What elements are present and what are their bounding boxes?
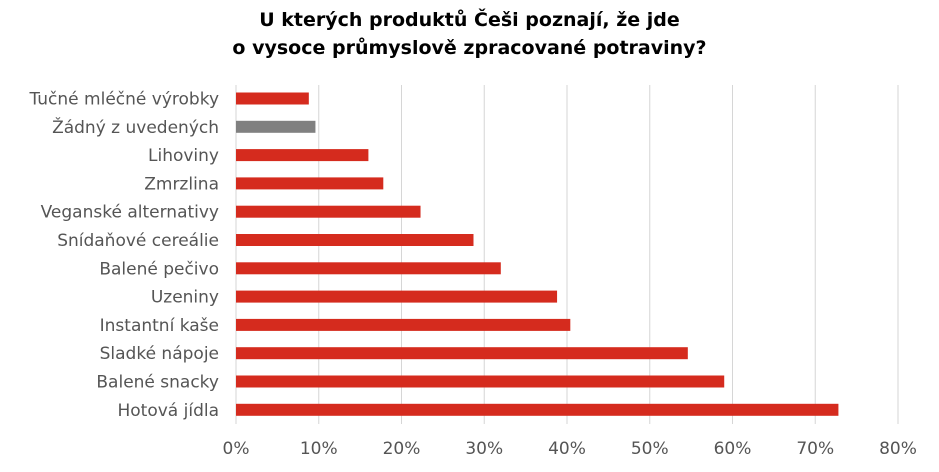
bar (236, 234, 474, 246)
bar (236, 92, 309, 105)
x-tick-label: 30% (465, 439, 503, 459)
bar (236, 290, 558, 303)
category-label: Zmrzlina (144, 174, 219, 194)
x-tick-label: 10% (300, 439, 338, 459)
category-label: Tučné mléčné výrobky (28, 90, 219, 110)
x-tick-label: 20% (383, 439, 421, 459)
gridlines (235, 85, 899, 424)
chart-title-line-1: U kterých produktů Češi poznají, že jde (259, 9, 680, 31)
bar (236, 375, 725, 388)
x-tick-label: 80% (879, 439, 917, 459)
category-label: Sladké nápoje (100, 344, 219, 364)
category-label: Uzeniny (151, 288, 219, 308)
x-tick-label: 60% (714, 439, 752, 459)
category-label: Hotová jídla (117, 401, 219, 421)
category-label: Veganské alternativy (41, 203, 219, 223)
bar (236, 347, 688, 360)
category-label: Instantní kaše (100, 316, 219, 336)
bar (236, 205, 421, 218)
x-tick-label: 0% (223, 439, 250, 459)
category-labels: Tučné mléčné výrobky Žádný z uvedených Lih… (28, 90, 219, 421)
bar (236, 120, 316, 133)
category-label: Žádný z uvedených (52, 116, 219, 138)
bars (236, 92, 839, 416)
x-axis-tick-labels: 0% 10% 20% 30% 40% 50% 60% 70% 80% (223, 439, 917, 459)
x-tick-label: 40% (548, 439, 586, 459)
bar (236, 149, 369, 162)
bar (236, 403, 839, 416)
chart-title: U kterých produktů Češi poznají, že jde … (0, 6, 939, 62)
bar (236, 177, 384, 190)
category-label: Snídaňové cereálie (57, 231, 219, 251)
category-label: Lihoviny (148, 146, 219, 166)
category-label: Balené pečivo (99, 259, 219, 279)
x-tick-label: 50% (631, 439, 669, 459)
bar (236, 262, 501, 275)
chart-title-line-2: o vysoce průmyslově zpracované potraviny… (232, 37, 707, 59)
x-tick-label: 70% (796, 439, 834, 459)
bar (236, 318, 571, 331)
category-label: Balené snacky (96, 373, 219, 393)
